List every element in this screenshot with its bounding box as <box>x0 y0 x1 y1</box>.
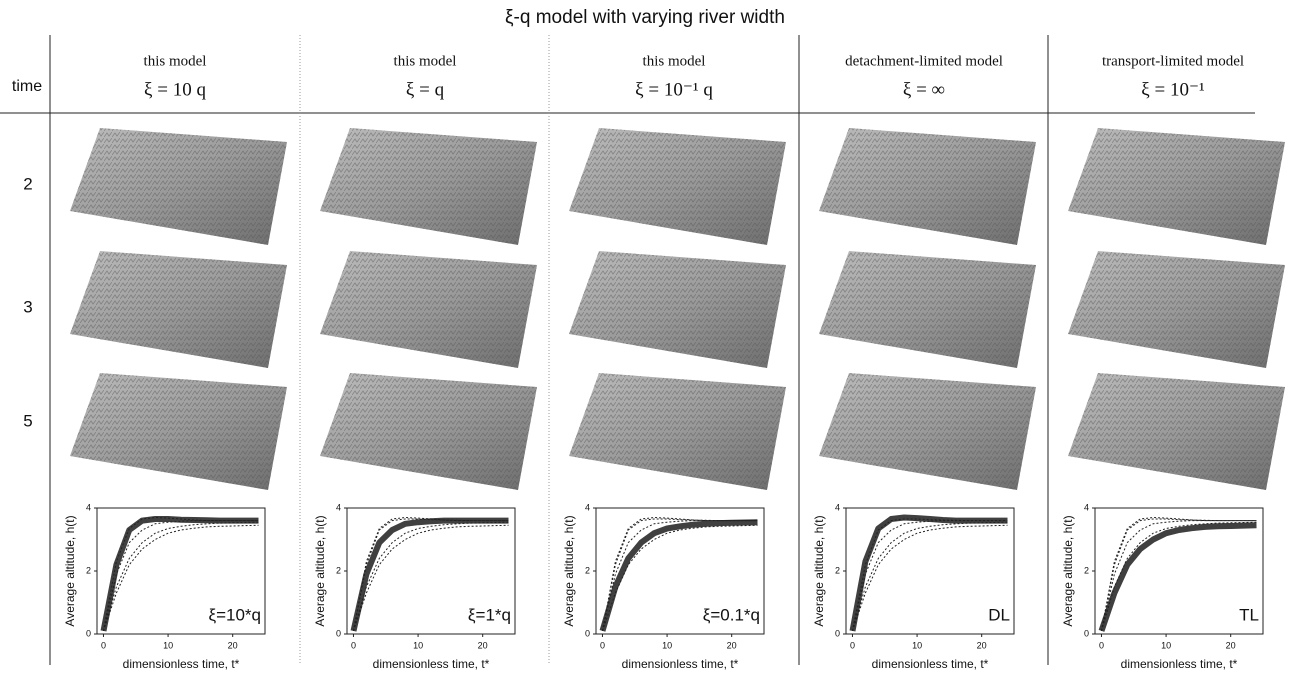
terrain-texture <box>70 373 287 490</box>
x-tick-label: 0 <box>600 640 605 650</box>
column-model: detachment-limited model <box>845 53 1003 69</box>
column-xi: ξ = 10 q <box>144 79 206 100</box>
time-label: time <box>12 78 42 95</box>
terrain-texture <box>819 251 1036 368</box>
column-model: this model <box>144 53 207 69</box>
series-line <box>852 518 1008 631</box>
x-axis-label: dimensionless time, t* <box>373 657 490 671</box>
series-line <box>103 521 259 632</box>
x-tick-label: 20 <box>478 640 488 650</box>
terrain-texture <box>70 251 287 368</box>
terrain-texture <box>819 373 1036 490</box>
series-line <box>852 520 1008 632</box>
column-model: this model <box>643 53 706 69</box>
column-xi: ξ = q <box>406 79 445 100</box>
series-line <box>1101 518 1257 631</box>
column-model: this model <box>394 53 457 69</box>
y-axis-label: Average altitude, h(t) <box>812 515 826 626</box>
series-line <box>1101 521 1257 632</box>
annotation: TL <box>1239 605 1259 624</box>
column-xi: ξ = ∞ <box>903 79 945 100</box>
y-tick-label: 2 <box>1084 565 1089 575</box>
column-xi: ξ = 10⁻¹ <box>1141 79 1205 100</box>
terrain-texture <box>320 251 537 368</box>
series-line <box>602 518 758 631</box>
series-line <box>849 514 1008 632</box>
y-tick-label: 4 <box>835 502 840 512</box>
y-tick-label: 0 <box>835 628 840 638</box>
series-line <box>353 521 509 632</box>
x-axis-label: dimensionless time, t* <box>872 657 989 671</box>
series-line <box>852 521 1008 632</box>
y-tick-label: 0 <box>336 628 341 638</box>
series-line <box>353 517 509 631</box>
x-tick-label: 0 <box>101 640 106 650</box>
x-tick-label: 0 <box>850 640 855 650</box>
terrain-texture <box>1068 373 1285 490</box>
series-line <box>602 520 758 632</box>
terrain-texture <box>819 128 1036 245</box>
annotation: ξ=10*q <box>208 605 261 624</box>
y-tick-label: 2 <box>585 565 590 575</box>
y-tick-label: 4 <box>86 502 91 512</box>
y-axis-label: Average altitude, h(t) <box>313 515 327 626</box>
annotation: ξ=1*q <box>468 605 511 624</box>
row-label: 3 <box>23 297 32 316</box>
terrain-texture <box>1068 128 1285 245</box>
series-line <box>103 517 259 631</box>
series-line <box>103 520 259 632</box>
annotation: DL <box>988 605 1010 624</box>
y-axis-label: Average altitude, h(t) <box>562 515 576 626</box>
annotation: ξ=0.1*q <box>703 605 760 624</box>
y-tick-label: 4 <box>1084 502 1089 512</box>
y-tick-label: 4 <box>336 502 341 512</box>
y-tick-label: 2 <box>336 565 341 575</box>
x-axis-label: dimensionless time, t* <box>1121 657 1238 671</box>
series-line <box>353 518 509 631</box>
series-line <box>602 517 758 631</box>
x-tick-label: 10 <box>163 640 173 650</box>
y-axis-label: Average altitude, h(t) <box>1061 515 1075 626</box>
x-tick-label: 20 <box>1226 640 1236 650</box>
y-tick-label: 2 <box>835 565 840 575</box>
x-axis-label: dimensionless time, t* <box>622 657 739 671</box>
series-line <box>599 519 758 632</box>
terrain-texture <box>70 128 287 245</box>
terrain-texture <box>320 373 537 490</box>
y-tick-label: 0 <box>86 628 91 638</box>
series-line <box>1101 517 1257 631</box>
terrain-texture <box>569 373 786 490</box>
y-tick-label: 4 <box>585 502 590 512</box>
terrain-texture <box>569 251 786 368</box>
row-label: 5 <box>23 411 32 430</box>
x-tick-label: 10 <box>1161 640 1171 650</box>
x-tick-label: 20 <box>727 640 737 650</box>
column-model: transport-limited model <box>1102 53 1244 69</box>
terrain-texture <box>1068 251 1285 368</box>
y-tick-label: 0 <box>1084 628 1089 638</box>
terrain-texture <box>569 128 786 245</box>
y-axis-label: Average altitude, h(t) <box>63 515 77 626</box>
x-tick-label: 20 <box>228 640 238 650</box>
x-tick-label: 20 <box>977 640 987 650</box>
x-axis-label: dimensionless time, t* <box>123 657 240 671</box>
terrain-texture <box>320 128 537 245</box>
x-tick-label: 0 <box>1099 640 1104 650</box>
series-line <box>1101 520 1257 632</box>
x-tick-label: 10 <box>662 640 672 650</box>
x-tick-label: 0 <box>351 640 356 650</box>
series-line <box>1098 522 1257 632</box>
x-tick-label: 10 <box>912 640 922 650</box>
y-tick-label: 2 <box>86 565 91 575</box>
column-xi: ξ = 10⁻¹ q <box>635 79 713 100</box>
row-label: 2 <box>23 174 32 193</box>
x-tick-label: 10 <box>413 640 423 650</box>
y-tick-label: 0 <box>585 628 590 638</box>
figure-title: ξ-q model with varying river width <box>505 7 785 28</box>
